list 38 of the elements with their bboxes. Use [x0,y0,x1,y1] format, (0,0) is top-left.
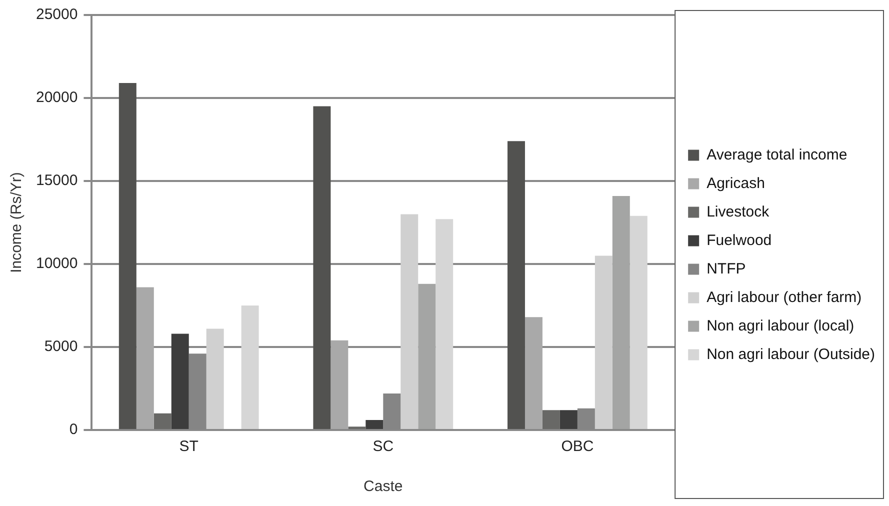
bar [542,410,560,429]
bar [436,219,454,429]
x-tick-label: OBC [561,438,594,456]
y-tick-label: 0 [69,421,78,438]
legend-label: Non agri labour (local) [706,317,854,334]
legend-label: Average total income [706,146,848,164]
bar [171,334,189,429]
y-axis-title: Income (Rs/Yr) [8,172,26,273]
bar [313,106,331,429]
bar [118,83,136,429]
bar [206,328,224,429]
legend-label: NTFP [706,260,746,278]
bar [330,340,348,429]
y-tick-label: 10000 [36,255,78,272]
legend-label: Livestock [706,203,770,220]
bar [524,317,542,429]
bar [612,196,630,429]
legend-label: Non agri labour (Outside) [706,346,876,363]
legend-label: Agri labour (other farm) [706,288,862,306]
y-tick-label: 20000 [36,89,78,106]
x-tick-label: SC [372,438,394,456]
bar [241,306,259,429]
x-axis-title: Caste [364,478,403,496]
y-tick-label: 5000 [44,338,78,356]
x-tick-label: ST [179,438,198,456]
y-tick-label: 15000 [36,172,78,190]
legend-label: Agricash [706,174,765,192]
bar [400,214,418,429]
bar [507,141,525,429]
bar [154,413,172,429]
y-tick-label: 25000 [36,6,78,24]
bar [594,256,612,429]
bar [418,284,436,429]
bar [136,287,154,429]
legend-label: Fuelwood [706,232,772,249]
bar [560,410,578,429]
bar [366,420,384,429]
bar [630,216,648,429]
